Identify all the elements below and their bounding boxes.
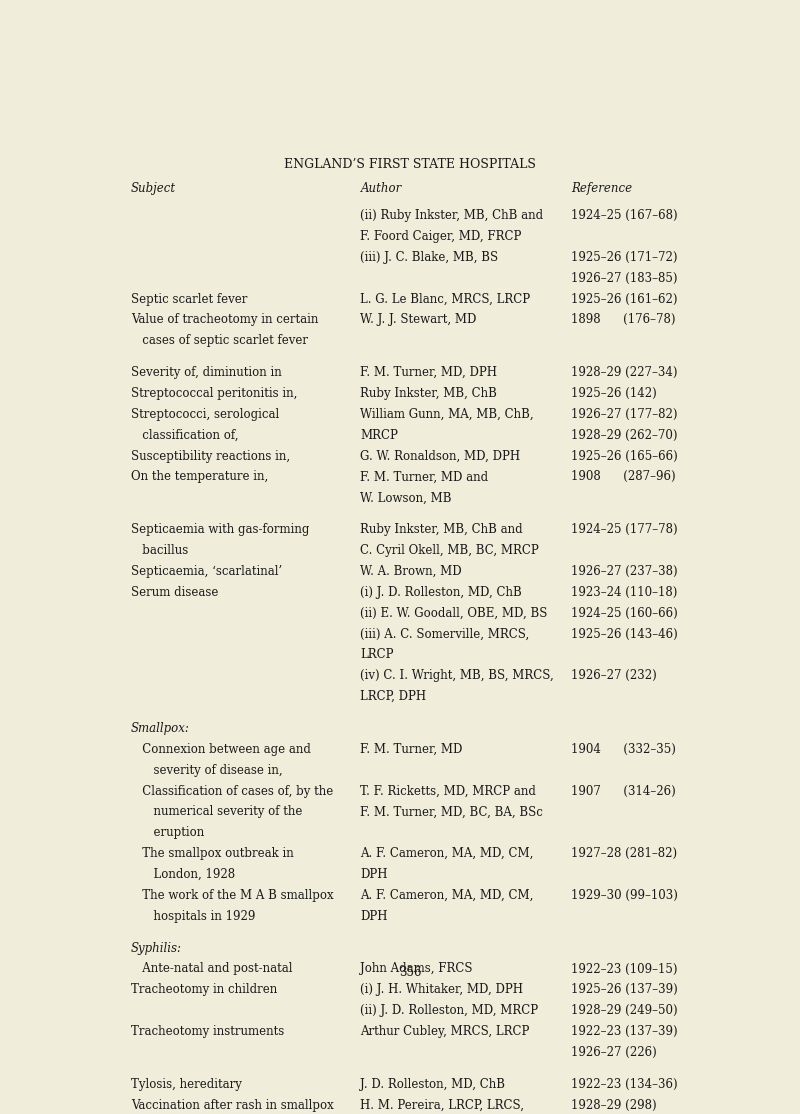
Text: F. M. Turner, MD, DPH: F. M. Turner, MD, DPH [360,367,498,379]
Text: Ante-natal and post-natal: Ante-natal and post-natal [131,962,293,976]
Text: (ii) E. W. Goodall, OBE, MD, BS: (ii) E. W. Goodall, OBE, MD, BS [360,607,548,619]
Text: (ii) J. D. Rolleston, MD, MRCP: (ii) J. D. Rolleston, MD, MRCP [360,1004,538,1017]
Text: On the temperature in,: On the temperature in, [131,470,268,483]
Text: F. M. Turner, MD and: F. M. Turner, MD and [360,470,489,483]
Text: 1922–23 (134–36): 1922–23 (134–36) [571,1078,678,1091]
Text: Septic scarlet fever: Septic scarlet fever [131,293,247,305]
Text: Classification of cases of, by the: Classification of cases of, by the [131,784,334,798]
Text: 356: 356 [398,966,422,979]
Text: 1923–24 (110–18): 1923–24 (110–18) [571,586,678,599]
Text: 1925–26 (137–39): 1925–26 (137–39) [571,984,678,996]
Text: 1908      (287–96): 1908 (287–96) [571,470,676,483]
Text: Streptococcal peritonitis in,: Streptococcal peritonitis in, [131,387,298,400]
Text: 1926–27 (177–82): 1926–27 (177–82) [571,408,678,421]
Text: W. A. Brown, MD: W. A. Brown, MD [360,565,462,578]
Text: 1926–27 (226): 1926–27 (226) [571,1046,657,1058]
Text: 1928–29 (298): 1928–29 (298) [571,1098,657,1112]
Text: 1927–28 (281–82): 1927–28 (281–82) [571,847,678,860]
Text: F. M. Turner, MD, BC, BA, BSc: F. M. Turner, MD, BC, BA, BSc [360,805,543,819]
Text: W. Lowson, MB: W. Lowson, MB [360,491,452,505]
Text: classification of,: classification of, [131,429,238,442]
Text: A. F. Cameron, MA, MD, CM,: A. F. Cameron, MA, MD, CM, [360,889,534,902]
Text: 1898      (176–78): 1898 (176–78) [571,313,676,326]
Text: LRCP: LRCP [360,648,394,662]
Text: J. D. Rolleston, MD, ChB: J. D. Rolleston, MD, ChB [360,1078,506,1091]
Text: Syphilis:: Syphilis: [131,941,182,955]
Text: 1929–30 (99–103): 1929–30 (99–103) [571,889,678,902]
Text: 1926–27 (232): 1926–27 (232) [571,670,657,682]
Text: Connexion between age and: Connexion between age and [131,743,311,756]
Text: Susceptibility reactions in,: Susceptibility reactions in, [131,450,290,462]
Text: DPH: DPH [360,910,388,922]
Text: John Adams, FRCS: John Adams, FRCS [360,962,473,976]
Text: Subject: Subject [131,182,176,195]
Text: (i) J. D. Rolleston, MD, ChB: (i) J. D. Rolleston, MD, ChB [360,586,522,599]
Text: William Gunn, MA, MB, ChB,: William Gunn, MA, MB, ChB, [360,408,534,421]
Text: bacillus: bacillus [131,544,188,557]
Text: Septicaemia with gas-forming: Septicaemia with gas-forming [131,524,310,536]
Text: L. G. Le Blanc, MRCS, LRCP: L. G. Le Blanc, MRCS, LRCP [360,293,530,305]
Text: cases of septic scarlet fever: cases of septic scarlet fever [131,334,308,348]
Text: 1928–29 (262–70): 1928–29 (262–70) [571,429,678,442]
Text: (iii) A. C. Somerville, MRCS,: (iii) A. C. Somerville, MRCS, [360,627,530,641]
Text: 1924–25 (167–68): 1924–25 (167–68) [571,209,678,222]
Text: Streptococci, serological: Streptococci, serological [131,408,279,421]
Text: hospitals in 1929: hospitals in 1929 [131,910,255,922]
Text: eruption: eruption [131,827,204,839]
Text: MRCP: MRCP [360,429,398,442]
Text: 1904      (332–35): 1904 (332–35) [571,743,676,756]
Text: 1928–29 (249–50): 1928–29 (249–50) [571,1004,678,1017]
Text: Septicaemia, ‘scarlatinal’: Septicaemia, ‘scarlatinal’ [131,565,282,578]
Text: A. F. Cameron, MA, MD, CM,: A. F. Cameron, MA, MD, CM, [360,847,534,860]
Text: F. Foord Caiger, MD, FRCP: F. Foord Caiger, MD, FRCP [360,229,522,243]
Text: Serum disease: Serum disease [131,586,218,599]
Text: 1925–26 (171–72): 1925–26 (171–72) [571,251,678,264]
Text: Author: Author [360,182,402,195]
Text: 1925–26 (165–66): 1925–26 (165–66) [571,450,678,462]
Text: G. W. Ronaldson, MD, DPH: G. W. Ronaldson, MD, DPH [360,450,521,462]
Text: 1925–26 (161–62): 1925–26 (161–62) [571,293,678,305]
Text: The smallpox outbreak in: The smallpox outbreak in [131,847,294,860]
Text: F. M. Turner, MD: F. M. Turner, MD [360,743,462,756]
Text: Vaccination after rash in smallpox: Vaccination after rash in smallpox [131,1098,334,1112]
Text: severity of disease in,: severity of disease in, [131,764,282,776]
Text: (iii) J. C. Blake, MB, BS: (iii) J. C. Blake, MB, BS [360,251,498,264]
Text: ENGLAND’S FIRST STATE HOSPITALS: ENGLAND’S FIRST STATE HOSPITALS [284,158,536,170]
Text: T. F. Ricketts, MD, MRCP and: T. F. Ricketts, MD, MRCP and [360,784,536,798]
Text: 1907      (314–26): 1907 (314–26) [571,784,676,798]
Text: numerical severity of the: numerical severity of the [131,805,302,819]
Text: H. M. Pereira, LRCP, LRCS,: H. M. Pereira, LRCP, LRCS, [360,1098,525,1112]
Text: (iv) C. I. Wright, MB, BS, MRCS,: (iv) C. I. Wright, MB, BS, MRCS, [360,670,554,682]
Text: 1922–23 (109–15): 1922–23 (109–15) [571,962,678,976]
Text: Ruby Inkster, MB, ChB: Ruby Inkster, MB, ChB [360,387,498,400]
Text: (ii) Ruby Inkster, MB, ChB and: (ii) Ruby Inkster, MB, ChB and [360,209,543,222]
Text: (i) J. H. Whitaker, MD, DPH: (i) J. H. Whitaker, MD, DPH [360,984,523,996]
Text: DPH: DPH [360,868,388,881]
Text: 1925–26 (143–46): 1925–26 (143–46) [571,627,678,641]
Text: 1928–29 (227–34): 1928–29 (227–34) [571,367,678,379]
Text: 1926–27 (183–85): 1926–27 (183–85) [571,272,678,285]
Text: 1925–26 (142): 1925–26 (142) [571,387,657,400]
Text: Reference: Reference [571,182,632,195]
Text: 1922–23 (137–39): 1922–23 (137–39) [571,1025,678,1038]
Text: Severity of, diminution in: Severity of, diminution in [131,367,282,379]
Text: Arthur Cubley, MRCS, LRCP: Arthur Cubley, MRCS, LRCP [360,1025,530,1038]
Text: The work of the M A B smallpox: The work of the M A B smallpox [131,889,334,902]
Text: Smallpox:: Smallpox: [131,722,190,735]
Text: Tracheotomy instruments: Tracheotomy instruments [131,1025,284,1038]
Text: London, 1928: London, 1928 [131,868,235,881]
Text: LRCP, DPH: LRCP, DPH [360,690,426,703]
Text: Tracheotomy in children: Tracheotomy in children [131,984,278,996]
Text: Value of tracheotomy in certain: Value of tracheotomy in certain [131,313,318,326]
Text: 1924–25 (177–78): 1924–25 (177–78) [571,524,678,536]
Text: 1924–25 (160–66): 1924–25 (160–66) [571,607,678,619]
Text: W. J. J. Stewart, MD: W. J. J. Stewart, MD [360,313,477,326]
Text: Tylosis, hereditary: Tylosis, hereditary [131,1078,242,1091]
Text: 1926–27 (237–38): 1926–27 (237–38) [571,565,678,578]
Text: Ruby Inkster, MB, ChB and: Ruby Inkster, MB, ChB and [360,524,523,536]
Text: C. Cyril Okell, MB, BC, MRCP: C. Cyril Okell, MB, BC, MRCP [360,544,539,557]
